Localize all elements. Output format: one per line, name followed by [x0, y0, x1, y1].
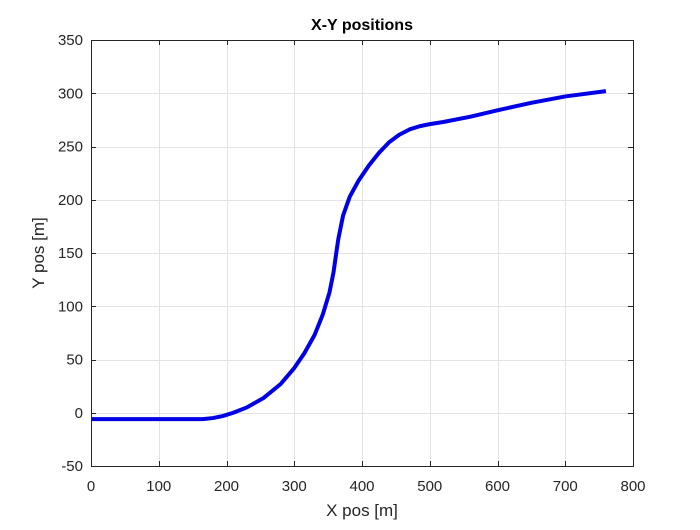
data-layer — [91, 89, 607, 422]
y-tick-label: 50 — [66, 352, 83, 369]
x-tick-label: 0 — [87, 478, 95, 495]
x-tick-labels: 0 100 200 300 400 500 600 700 800 — [87, 478, 646, 495]
x-tick-label: 400 — [349, 478, 374, 495]
x-axis-label: X pos [m] — [326, 501, 398, 520]
x-tick-label: 700 — [553, 478, 578, 495]
y-tick-label: -50 — [61, 458, 83, 475]
series-line — [91, 89, 607, 422]
y-tick-label: 0 — [75, 405, 83, 422]
y-tick-label: 300 — [58, 85, 83, 102]
tick-marks — [91, 40, 634, 467]
x-tick-label: 300 — [282, 478, 307, 495]
y-tick-label: 350 — [58, 32, 83, 49]
y-tick-labels: -50 0 50 100 150 200 250 300 350 — [58, 32, 83, 475]
y-axis-label: Y pos [m] — [29, 217, 48, 289]
x-tick-label: 800 — [620, 478, 645, 495]
y-tick-label: 150 — [58, 245, 83, 262]
x-tick-label: 200 — [214, 478, 239, 495]
y-tick-label: 250 — [58, 139, 83, 156]
x-tick-label: 600 — [485, 478, 510, 495]
x-tick-label: 500 — [417, 478, 442, 495]
grid-lines — [91, 40, 634, 467]
y-tick-label: 100 — [58, 298, 83, 315]
chart-title: X-Y positions — [311, 17, 413, 34]
x-tick-label: 100 — [146, 478, 171, 495]
y-tick-label: 200 — [58, 192, 83, 209]
